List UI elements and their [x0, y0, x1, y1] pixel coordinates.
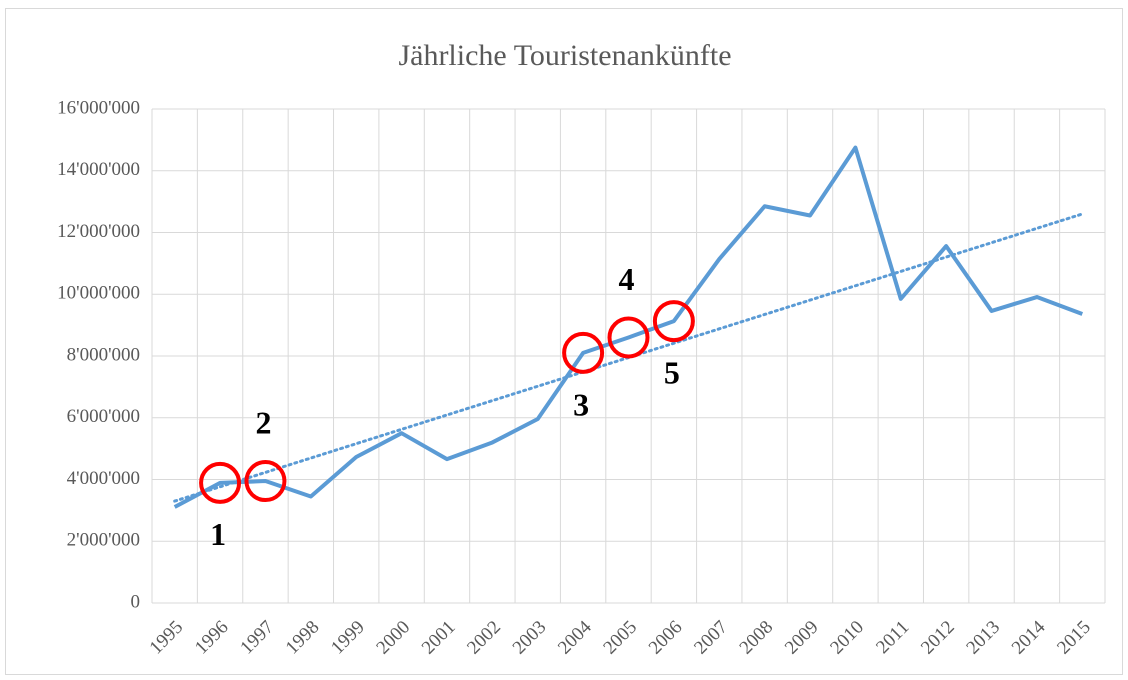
annotation-label: 3 [573, 386, 589, 422]
annotation-circle [199, 461, 242, 504]
annotation-circle [607, 316, 650, 359]
y-tick-label: 2'000'000 [67, 530, 140, 551]
chart-border [5, 8, 1123, 675]
y-tick-label: 12'000'000 [57, 221, 140, 242]
annotation-label: 2 [255, 404, 271, 440]
annotation-label: 4 [619, 261, 635, 297]
y-tick-label: 0 [131, 591, 141, 612]
y-tick-label: 6'000'000 [67, 406, 140, 427]
line-series [173, 145, 1084, 509]
annotation-label: 5 [664, 354, 680, 390]
y-tick-label: 10'000'000 [57, 283, 140, 304]
y-tick-label: 8'000'000 [67, 344, 140, 365]
y-tick-label: 14'000'000 [57, 159, 140, 180]
annotation-circle [562, 331, 605, 374]
annotation-circle [652, 300, 695, 343]
annotation-circle [244, 460, 287, 503]
annotation-label: 1 [210, 516, 226, 552]
y-tick-label: 4'000'000 [67, 468, 140, 489]
y-tick-label: 16'000'000 [57, 97, 140, 118]
chart-title: Jährliche Touristenankünfte [398, 39, 731, 72]
